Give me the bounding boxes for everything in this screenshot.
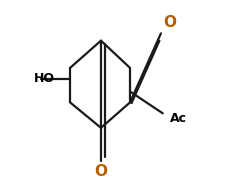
Text: HO: HO bbox=[34, 72, 55, 85]
Text: Ac: Ac bbox=[170, 112, 187, 125]
Text: O: O bbox=[164, 15, 176, 30]
Text: O: O bbox=[94, 164, 107, 179]
